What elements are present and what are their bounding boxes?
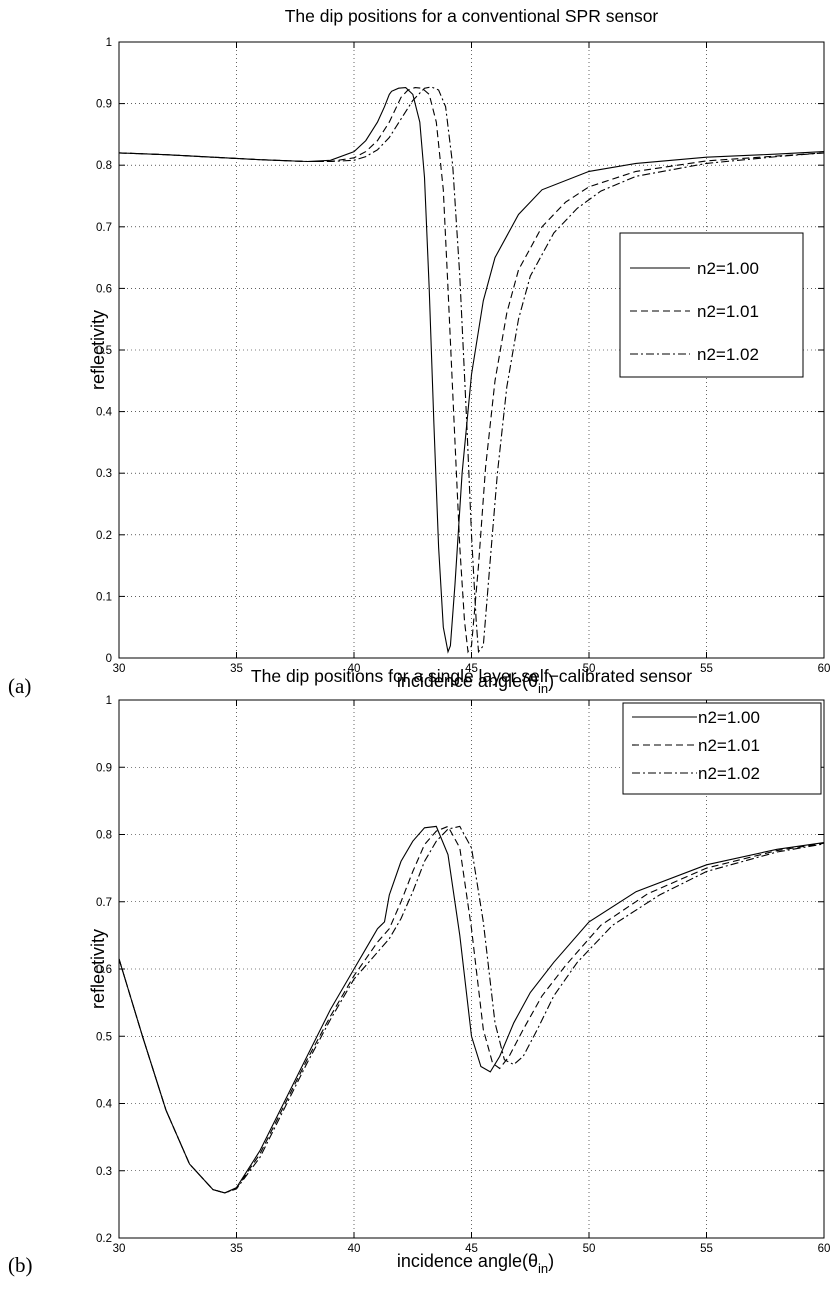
- legend-entry: n2=1.01: [697, 302, 759, 321]
- y-tick-label: 0: [106, 653, 112, 665]
- x-tick-label: 35: [230, 1243, 243, 1255]
- y-tick-label: 1: [106, 695, 112, 707]
- series-line-dashed: [118, 87, 825, 654]
- legend-entry: n2=1.02: [698, 764, 760, 783]
- y-tick-label: 0.5: [96, 345, 112, 357]
- x-tick-label: 60: [818, 663, 831, 675]
- series-line-dashdot: [118, 86, 825, 654]
- legend-entry: n2=1.02: [697, 345, 759, 364]
- chart-panel-a: 30 35 40 45 50 55 60 0 0.1 0.2 0.3 0.4 0.5 0.6 0.7 0.8 0…: [8, 6, 830, 698]
- x-axis-label-main: incidence angle(θ: [397, 1251, 538, 1271]
- y-tick-label: 0.6: [96, 283, 112, 295]
- series-line-dashdot: [118, 825, 825, 1194]
- legend-entry: n2=1.01: [698, 736, 760, 755]
- x-tick-label: 30: [113, 1243, 126, 1255]
- y-tick-label: 0.1: [96, 591, 112, 603]
- y-tick-label: 0.8: [96, 160, 112, 172]
- y-tick-label: 0.3: [96, 468, 112, 480]
- y-tick-label: 0.3: [96, 1166, 112, 1178]
- legend: n2=1.00 n2=1.01 n2=1.02: [622, 702, 822, 795]
- y-tick-label: 0.6: [96, 964, 112, 976]
- x-axis-label-close: ): [548, 1251, 554, 1271]
- y-tick-label: 0.4: [96, 1099, 113, 1111]
- x-tick-label: 45: [465, 663, 478, 675]
- x-tick-label: 30: [113, 663, 126, 675]
- y-tick-label: 0.2: [96, 530, 112, 542]
- x-tick-label: 40: [348, 1243, 361, 1255]
- y-tick-label: 0.2: [96, 1233, 112, 1245]
- x-axis-label: incidence angle(θin): [397, 671, 554, 696]
- panel-label: (b): [8, 1253, 33, 1277]
- x-axis-label-main: incidence angle(θ: [397, 671, 538, 691]
- y-tick-label: 0.5: [96, 1031, 112, 1043]
- legend: n2=1.00 n2=1.01 n2=1.02: [619, 232, 804, 378]
- x-axis-label-sub: in: [538, 1261, 548, 1276]
- x-tick-label: 60: [818, 1243, 831, 1255]
- chart-title: The dip positions for a conventional SPR…: [285, 6, 659, 26]
- x-axis-label: incidence angle(θin): [397, 1251, 554, 1276]
- x-tick-label: 50: [583, 1243, 596, 1255]
- legend-box: [622, 702, 822, 795]
- x-axis-label-close: ): [548, 671, 554, 691]
- y-tick-label: 0.9: [96, 762, 112, 774]
- chart-panel-b: 30 35 40 45 50 55 60 0.2 0.3 0.4 0.5 0.6 0.7 0.8 0.9 1 T…: [8, 666, 830, 1277]
- y-axis-label: reflectivity: [88, 929, 108, 1009]
- y-tick-label: 0.7: [96, 897, 112, 909]
- legend-entry: n2=1.00: [697, 259, 759, 278]
- y-axis-label: reflectivity: [88, 310, 108, 390]
- x-tick-label: 40: [348, 663, 361, 675]
- x-tick-label: 35: [230, 663, 243, 675]
- x-tick-label: 55: [700, 1243, 713, 1255]
- series-line-dashed: [118, 825, 825, 1194]
- panel-label: (a): [8, 674, 31, 698]
- x-tick-label: 50: [583, 663, 596, 675]
- series-line-solid: [118, 87, 825, 654]
- legend-box: [619, 232, 804, 378]
- legend-entry: n2=1.00: [698, 708, 760, 727]
- x-tick-label: 45: [465, 1243, 478, 1255]
- y-tick-label: 0.4: [96, 407, 113, 419]
- chart-title: The dip positions for a single layer sel…: [251, 666, 692, 686]
- y-tick-label: 0.8: [96, 830, 112, 842]
- y-tick-label: 0.7: [96, 222, 112, 234]
- y-tick-label: 1: [106, 37, 112, 49]
- x-axis-label-sub: in: [538, 681, 548, 696]
- x-tick-label: 55: [700, 663, 713, 675]
- y-tick-label: 0.9: [96, 99, 112, 111]
